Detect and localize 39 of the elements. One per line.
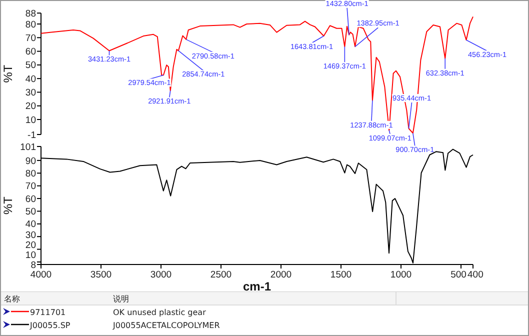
y-tick-label: 10 <box>25 250 36 261</box>
x-tick-label: 4000 <box>30 270 52 280</box>
x-tick-label: 1500 <box>330 270 352 280</box>
x-tick-label: 2000 <box>270 270 292 280</box>
x-tick-label: 500 <box>450 270 466 280</box>
y-tick-label: 30 <box>25 230 36 241</box>
x-axis-title: cm-1 <box>242 280 272 294</box>
y-tick-label: 20 <box>25 240 36 251</box>
y-tick-label: 60 <box>25 194 36 205</box>
y-tick-label: 70 <box>25 32 36 44</box>
y-tick-label: -1 <box>28 130 36 141</box>
x-tick-label: 3000 <box>150 270 172 280</box>
y-tick-label: 60 <box>25 46 36 58</box>
legend-title: 名称 <box>4 294 20 304</box>
text: OK unused plastic gear <box>113 308 206 317</box>
y-tick-label: 50 <box>25 206 36 218</box>
text: 说明 <box>113 294 129 304</box>
y-tick-label: 80 <box>25 19 36 30</box>
y-tick-label: 20 <box>25 101 36 112</box>
y-tick-label: 80 <box>25 168 36 180</box>
x-tick-label: 1000 <box>390 270 412 280</box>
legend-label: J00055.SP <box>29 321 70 330</box>
x-tick-label: 3500 <box>90 270 112 280</box>
text: J00055ACETALCOPOLYMER <box>113 321 220 330</box>
y-tick-label: 40 <box>25 74 36 85</box>
y-tick-label: 50 <box>25 60 36 72</box>
y-tick-label: 40 <box>25 219 36 230</box>
y-tick-label: 90 <box>25 156 36 167</box>
legend-label: 9711701 <box>30 308 66 317</box>
y-tick-label: 8 <box>30 260 36 271</box>
y-axis-title: %T <box>1 196 15 214</box>
x-tick-label: 2500 <box>210 270 232 280</box>
y-axis-title: %T <box>1 64 15 83</box>
y-tick-label: 30 <box>25 88 36 99</box>
y-tick-label: 70 <box>25 181 36 192</box>
x-tick-label: 400 <box>468 270 484 280</box>
y-tick-label: 101 <box>20 142 36 153</box>
y-tick-label: 88 <box>25 8 36 20</box>
y-tick-label: 10 <box>25 114 36 126</box>
